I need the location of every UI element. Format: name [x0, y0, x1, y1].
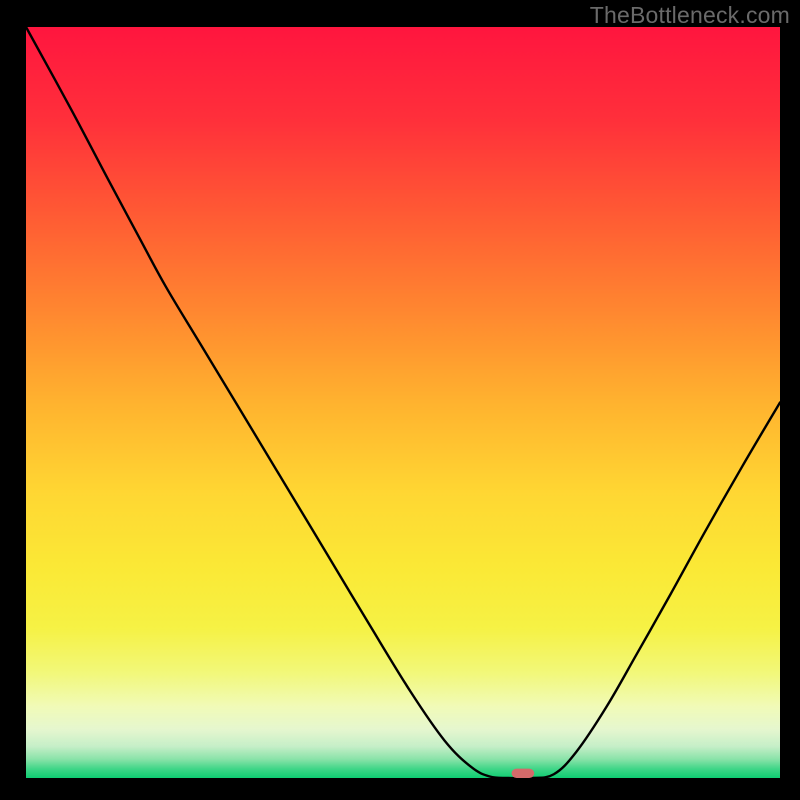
bottleneck-curve: [26, 27, 780, 778]
watermark-text: TheBottleneck.com: [590, 2, 790, 29]
figure-container: TheBottleneck.com: [0, 0, 800, 800]
curve-layer: [26, 27, 780, 778]
operating-point-marker: [512, 769, 535, 778]
